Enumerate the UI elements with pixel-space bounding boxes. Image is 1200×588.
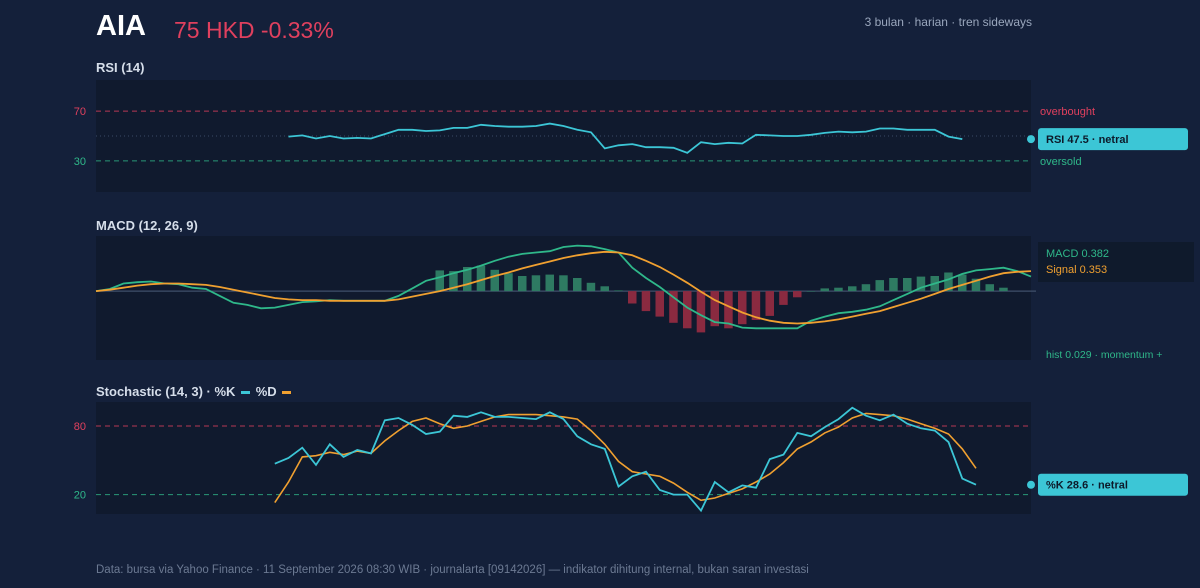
- macd-hist-bar: [889, 278, 898, 292]
- macd-hist-bar: [971, 278, 981, 292]
- stoch-panel-bg: [96, 402, 1031, 514]
- rsi-panel-bg: [96, 80, 1031, 192]
- signal-line: [95, 250, 1032, 325]
- stoch-title-text: Stochastic (14, 3) · %K: [96, 384, 236, 399]
- rsi-callout-text: RSI 47.5 · netral: [1046, 134, 1129, 146]
- macd-hist-bar: [518, 276, 527, 292]
- macd-hist-bar: [435, 270, 444, 292]
- macd-hist-bar: [834, 287, 843, 292]
- macd-hist-bar: [628, 291, 637, 304]
- rsi-overbought-label: overbought: [1040, 106, 1095, 118]
- macd-hist-bar: [985, 284, 994, 292]
- macd-hist-bar: [600, 286, 609, 292]
- macd-hist-bar: [710, 291, 719, 327]
- stoch-d-legend-label: %D: [255, 384, 277, 399]
- macd-hist-bar: [449, 271, 458, 292]
- rsi-last-point: [1027, 135, 1035, 144]
- macd-hist-bar: [531, 275, 541, 292]
- macd-hist-bar: [559, 275, 568, 292]
- stoch-panel-title: Stochastic (14, 3) · %K %D: [96, 384, 292, 399]
- macd-hist-bar: [696, 291, 706, 333]
- stoch-k-legend-line: [241, 391, 251, 395]
- macd-hist-bar: [545, 274, 554, 292]
- price-change: 75 HKD -0.33%: [174, 17, 334, 43]
- rsi-tick-30: 30: [74, 156, 86, 168]
- macd-readout-hist: hist 0.029 · momentum +: [1046, 349, 1162, 361]
- macd-hist-bar: [655, 291, 664, 317]
- chart-meta: 3 bulan · harian · tren sideways: [864, 15, 1032, 29]
- stoch-tick-80: 80: [74, 421, 86, 433]
- macd-hist-bar: [903, 278, 912, 292]
- ticker-symbol: AIA: [96, 10, 146, 42]
- stoch-d-line: [274, 412, 977, 504]
- stoch-d-legend-line: [282, 391, 292, 395]
- macd-hist-bar: [944, 272, 953, 292]
- macd-hist-bar: [476, 265, 486, 292]
- macd-hist-bar: [765, 291, 774, 316]
- macd-hist-bar: [820, 288, 829, 292]
- stoch-last-point: [1027, 480, 1035, 489]
- macd-hist-bar: [958, 274, 967, 292]
- macd-hist-bar: [586, 282, 596, 292]
- macd-hist-bar: [779, 291, 788, 305]
- macd-hist-bar: [683, 291, 692, 329]
- rsi-oversold-label: oversold: [1040, 156, 1082, 168]
- stoch-tick-20: 20: [74, 490, 86, 502]
- macd-panel-bg: [96, 236, 1031, 360]
- macd-panel-title: MACD (12, 26, 9): [96, 218, 198, 233]
- macd-hist-bar: [738, 291, 747, 325]
- footer-source: Data: bursa via Yahoo Finance · 11 Septe…: [96, 564, 809, 576]
- macd-hist-bar: [724, 291, 733, 329]
- macd-hist-bar: [490, 269, 499, 292]
- macd-hist-bar: [999, 287, 1008, 292]
- rsi-callout-box: [1038, 128, 1188, 151]
- macd-hist-bar: [669, 291, 678, 323]
- macd-hist-bar: [573, 278, 582, 292]
- macd-readout-box: [1038, 242, 1194, 282]
- stoch-callout-box: [1038, 473, 1188, 496]
- macd-hist-bar: [614, 290, 623, 292]
- macd-hist-bar: [861, 284, 871, 292]
- macd-hist-bar: [875, 280, 884, 292]
- macd-readout-macd: MACD 0.382: [1046, 248, 1109, 260]
- macd-hist-bar: [463, 267, 472, 292]
- macd-hist-bar: [848, 286, 857, 292]
- rsi-line: [288, 122, 963, 154]
- macd-hist-bar: [793, 291, 802, 298]
- stoch-k-line: [274, 406, 977, 513]
- rsi-tick-70: 70: [74, 106, 86, 118]
- macd-hist-bar: [751, 291, 761, 320]
- macd-line: [95, 244, 1032, 330]
- macd-readout-signal: Signal 0.353: [1046, 264, 1107, 276]
- macd-hist-bar: [504, 273, 513, 292]
- rsi-panel-title: RSI (14): [96, 60, 145, 75]
- stoch-callout-text: %K 28.6 · netral: [1046, 480, 1128, 492]
- macd-hist-bar: [916, 276, 926, 292]
- macd-hist-bar: [806, 291, 816, 292]
- macd-hist-bar: [641, 291, 651, 312]
